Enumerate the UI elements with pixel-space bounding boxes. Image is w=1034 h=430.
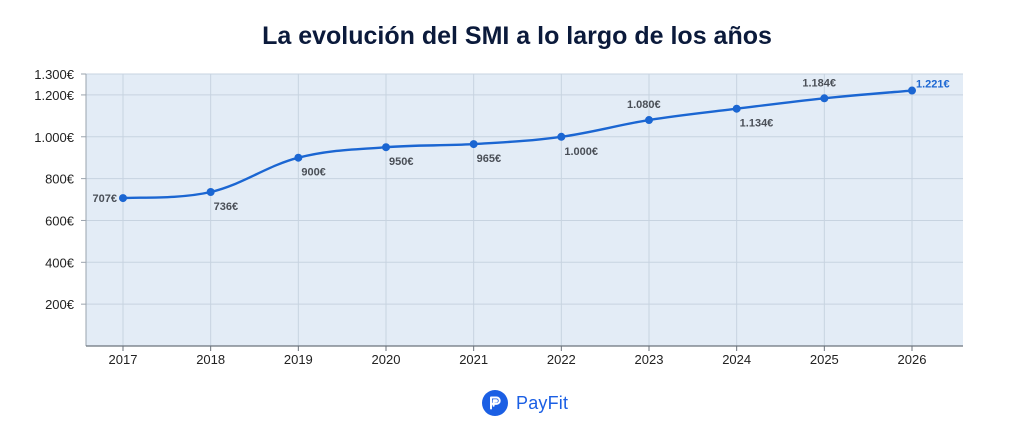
y-tick-label: 600€ xyxy=(45,213,75,228)
data-labels: 707€ 736€ 900€ 950€ 965€ 1.000€ 1.080€ 1.134€ 1.… xyxy=(93,77,950,213)
data-point xyxy=(732,104,741,113)
x-tick-label: 2018 xyxy=(196,352,225,367)
y-tick-label: 800€ xyxy=(45,172,75,187)
data-label: 900€ xyxy=(301,167,325,179)
x-tick-label: 2020 xyxy=(372,352,401,367)
x-tick-label: 2022 xyxy=(547,352,576,367)
x-tick-label: 2017 xyxy=(109,352,138,367)
x-tick-label: 2024 xyxy=(722,352,751,367)
x-tick-label: 2025 xyxy=(810,352,839,367)
x-tick-label: 2026 xyxy=(898,352,927,367)
data-label: 1.134€ xyxy=(740,118,774,130)
chart-title: La evolución del SMI a lo largo de los a… xyxy=(262,22,772,50)
grid-lines xyxy=(86,73,963,346)
data-point xyxy=(469,140,478,149)
series-line xyxy=(122,89,913,200)
data-label: 1.184€ xyxy=(802,77,836,89)
brand-footer: PayFit xyxy=(482,389,568,417)
data-point xyxy=(908,86,916,95)
y-tick-label: 1.000€ xyxy=(34,130,75,145)
x-tick-label: 2019 xyxy=(284,352,313,367)
y-tick-label: 1.300€ xyxy=(34,67,75,82)
data-label: 950€ xyxy=(389,156,413,168)
series-smi xyxy=(122,89,913,200)
x-tick-label: 2023 xyxy=(635,352,664,367)
axes xyxy=(81,73,963,351)
data-label: 965€ xyxy=(477,153,501,165)
x-tick-label: 2021 xyxy=(459,352,488,367)
data-point xyxy=(119,194,127,203)
payfit-logo-icon xyxy=(482,390,508,416)
data-point xyxy=(382,143,390,152)
data-point xyxy=(645,116,653,125)
data-points xyxy=(119,86,916,203)
data-label: 707€ xyxy=(93,193,117,205)
data-label: 1.080€ xyxy=(627,99,661,111)
plot-area xyxy=(86,74,963,346)
y-tick-label: 1.200€ xyxy=(34,88,75,103)
data-label: 1.221€ xyxy=(916,79,950,91)
data-point xyxy=(294,153,303,162)
y-axis-tick-labels: 200€ 400€ 600€ 800€ 1.000€ 1.200€ 1.300€ xyxy=(34,67,75,312)
y-tick-label: 200€ xyxy=(45,297,75,312)
data-label: 1.000€ xyxy=(564,146,598,158)
y-tick-label: 400€ xyxy=(45,255,75,270)
brand-name: PayFit xyxy=(516,392,569,413)
data-point xyxy=(820,94,829,103)
data-label: 736€ xyxy=(214,201,238,213)
data-point xyxy=(557,132,566,141)
data-point xyxy=(206,188,215,197)
x-axis-tick-labels: 2017 2018 2019 2020 2021 2022 2023 2024 2025 2026 xyxy=(109,352,927,367)
